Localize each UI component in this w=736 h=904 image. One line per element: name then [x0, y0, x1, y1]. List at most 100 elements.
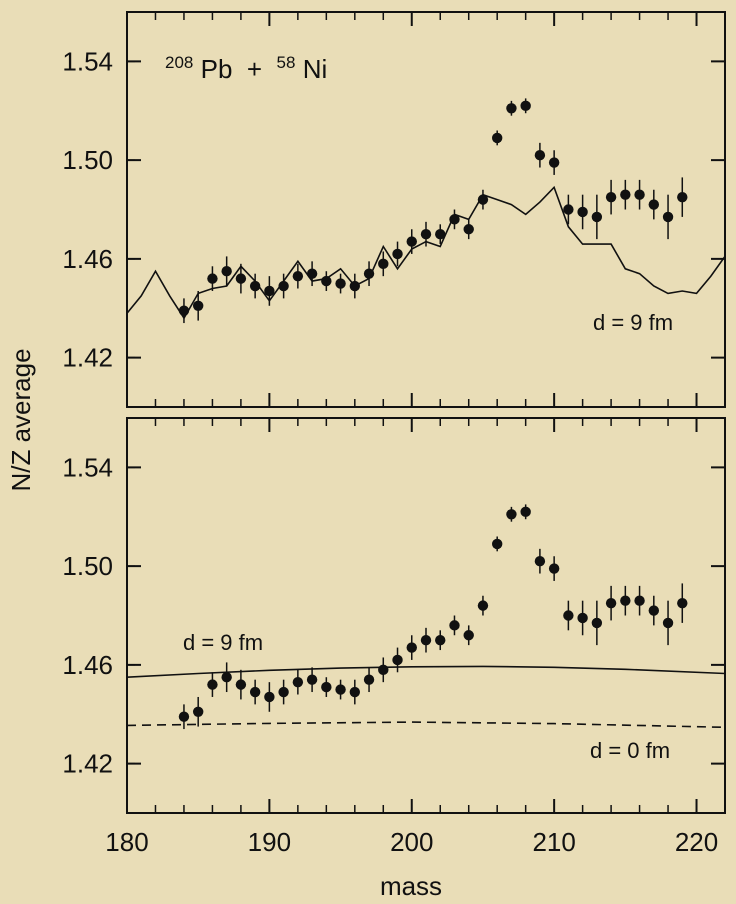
data-point: [178, 711, 190, 722]
model-curve-d0-dashed: [127, 721, 725, 729]
data-point: [634, 189, 645, 200]
data-point: [648, 199, 660, 210]
data-point: [563, 204, 574, 215]
top-panel: 1.42 1.46 1.50 1.54 208 Pb + 58 Ni d = 9 fm: [62, 11, 726, 408]
reaction-b-symbol: Ni: [303, 54, 328, 84]
data-point: [221, 672, 232, 683]
data-point: [321, 681, 332, 693]
data-point: [363, 674, 375, 685]
data-point: [292, 270, 304, 282]
data-point: [192, 300, 204, 311]
top-panel-series: [127, 98, 725, 324]
data-point: [634, 595, 645, 606]
data-point: [477, 194, 489, 205]
data-point: [677, 191, 688, 203]
bottom-panel-xtick-labels: 180 190 200 210 220: [105, 827, 718, 857]
data-point: [477, 600, 489, 611]
data-point: [378, 258, 389, 270]
data-point: [506, 103, 517, 114]
data-point: [548, 157, 560, 168]
data-point: [235, 679, 247, 690]
data-point: [264, 285, 275, 297]
data-point: [591, 211, 603, 223]
top-panel-ytick-labels: 1.42 1.46 1.50 1.54: [62, 46, 113, 372]
ytick-label: 1.42: [62, 749, 113, 779]
data-point: [563, 610, 574, 621]
data-point: [221, 266, 232, 277]
data-point: [435, 228, 446, 240]
reaction-a-mass: 208: [165, 53, 193, 72]
bottom-annotation-d9: d = 9 fm: [183, 630, 263, 655]
data-point: [534, 555, 546, 567]
data-point: [449, 214, 460, 225]
x-axis-title: mass: [380, 871, 442, 901]
data-point: [278, 280, 289, 292]
data-point: [420, 634, 432, 646]
data-point: [605, 597, 617, 609]
ytick-label: 1.54: [62, 46, 113, 76]
xtick-label: 190: [248, 827, 291, 857]
data-point: [249, 686, 261, 698]
data-point: [520, 506, 531, 518]
data-point: [620, 595, 631, 606]
data-point: [648, 605, 660, 616]
reaction-a-symbol: Pb: [201, 54, 233, 84]
data-point: [363, 268, 375, 279]
ytick-label: 1.50: [62, 145, 113, 175]
data-point: [321, 275, 332, 287]
data-point: [178, 305, 190, 316]
data-point: [463, 630, 474, 641]
data-point: [534, 149, 546, 161]
data-point: [449, 620, 460, 631]
bottom-panel-frame: [126, 417, 726, 814]
data-point: [264, 691, 275, 703]
data-point: [491, 132, 503, 144]
reaction-label: 208 Pb + 58 Ni: [165, 44, 327, 84]
data-point: [292, 676, 304, 688]
data-point: [435, 634, 446, 646]
data-point: [506, 509, 517, 520]
data-point: [192, 706, 204, 717]
data-point: [392, 654, 403, 666]
bottom-annotation-d0: d = 0 fm: [590, 738, 670, 763]
bottom-panel-ticks: [126, 418, 726, 813]
data-point: [306, 268, 318, 279]
top-panel-frame: [126, 11, 726, 408]
data-point: [662, 211, 674, 223]
data-point: [577, 206, 588, 218]
data-point: [306, 674, 318, 685]
data-point: [577, 612, 588, 624]
data-point: [207, 679, 218, 690]
reaction-plus: +: [240, 54, 270, 84]
data-point: [620, 189, 631, 200]
data-point: [235, 273, 247, 284]
ytick-label: 1.46: [62, 650, 113, 680]
reaction-b-mass: 58: [277, 53, 296, 72]
data-point: [406, 642, 417, 653]
data-point: [349, 686, 361, 698]
ytick-label: 1.42: [62, 343, 113, 373]
bottom-panel: 1.42 1.46 1.50 1.54 180 190 200 210 220 d = 9 f…: [62, 417, 726, 857]
ytick-label: 1.46: [62, 244, 113, 274]
y-axis-title: N/Z average: [6, 348, 36, 491]
data-point: [591, 617, 603, 629]
data-point: [548, 563, 560, 574]
data-point: [378, 664, 389, 676]
xtick-label: 220: [675, 827, 718, 857]
data-point: [207, 273, 218, 284]
ytick-label: 1.50: [62, 551, 113, 581]
bottom-panel-series: [127, 504, 725, 730]
xtick-label: 180: [105, 827, 148, 857]
data-point: [677, 597, 688, 609]
model-curve-d9: [127, 665, 725, 678]
data-point: [406, 236, 417, 247]
top-annotation-d9: d = 9 fm: [593, 310, 673, 335]
data-point: [491, 538, 503, 550]
data-point: [249, 280, 261, 292]
data-point: [335, 278, 346, 289]
data-point: [278, 686, 289, 698]
data-point: [420, 228, 432, 240]
data-point: [605, 191, 617, 203]
data-point: [662, 617, 674, 629]
